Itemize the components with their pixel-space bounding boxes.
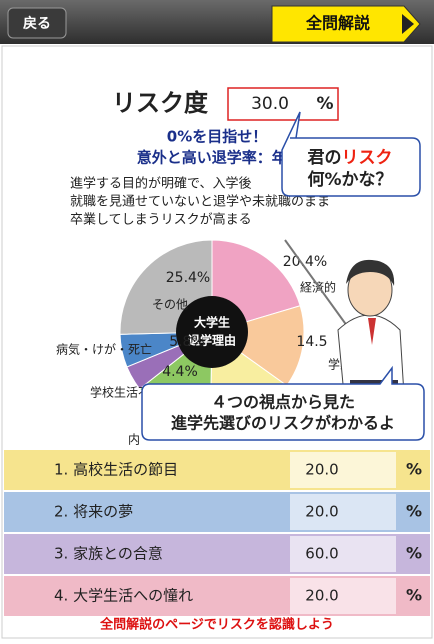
bubble-text: 君のリスク xyxy=(308,148,393,168)
row-value: 20.0 xyxy=(305,503,338,521)
value-cell xyxy=(290,578,396,614)
pie-category-label: 内 xyxy=(128,433,140,447)
risk-label: リスク度 xyxy=(112,89,209,117)
speech-bubble: 君のリスク 何%かな？ xyxy=(281,111,421,197)
value-cell xyxy=(290,452,396,488)
row-unit: % xyxy=(406,502,422,521)
pie-center-text: 大学生 xyxy=(194,315,230,330)
footer-text: 全問解説のページでリスクを認識しよう xyxy=(99,617,334,633)
risk-unit: % xyxy=(316,94,333,114)
row-unit: % xyxy=(406,544,422,563)
headline: 意外と高い退学率：年2 xyxy=(137,149,297,167)
bubble-text: 進学先選びのリスクがわかるよ xyxy=(171,414,395,433)
body-text: 卒業してしまうリスクが高まる xyxy=(70,212,252,228)
row-value: 20.0 xyxy=(305,587,338,605)
pie-value-label: 20.4% xyxy=(283,254,327,270)
pie-category-label: 学校生活不 xyxy=(90,385,150,400)
row-value: 60.0 xyxy=(305,545,338,563)
risk-box xyxy=(227,87,339,121)
answers-tab[interactable] xyxy=(271,5,421,43)
risk-table: 1. 高校生活の節目 20.0 % 2. 将来の夢 20.0 % 3. 家族との合意 60.0… xyxy=(4,450,430,616)
row-label: 4. 大学生活への憧れ xyxy=(54,587,193,605)
pie-value-label: 4.4% xyxy=(162,364,198,380)
pie-center-text: 退学理由 xyxy=(188,333,236,348)
row-unit: % xyxy=(406,460,422,479)
risk-value: 30.0 xyxy=(251,94,289,114)
body-text: 進学する目的が明確で、入学後 xyxy=(70,176,251,192)
value-cell xyxy=(290,494,396,530)
row-label: 2. 将来の夢 xyxy=(54,503,133,521)
pie-value-label: 14.5 xyxy=(296,334,327,350)
pie-category-label: その他 xyxy=(152,298,188,312)
pie-value-label: 25.4% xyxy=(166,270,210,286)
bubble-text: ４つの視点から見た xyxy=(211,393,355,412)
body-text: 就職を見通せていないと退学や未就職のまま xyxy=(70,194,330,210)
speech-bubble: ４つの視点から見た 進学先選びのリスクがわかるよ xyxy=(141,365,425,441)
back-text[interactable]: 戻る xyxy=(22,15,51,32)
value-cell xyxy=(290,536,396,572)
row-label: 3. 家族との合意 xyxy=(54,545,163,563)
bubble-text: 君の xyxy=(308,148,342,168)
row-unit: % xyxy=(406,586,422,605)
frame xyxy=(1,45,433,639)
arrow xyxy=(402,14,414,34)
pie-center xyxy=(176,296,248,368)
pie-chart: 大学生退学理由20.4%経済的14.5学業学校生活不4.4%5.8%病気・けが・… xyxy=(56,239,352,447)
pie-value-label: 5.8% xyxy=(169,334,205,350)
answers-text[interactable]: 全問解説 xyxy=(305,14,370,33)
row-label: 1. 高校生活の節目 xyxy=(54,461,178,479)
pie-category-label: 病気・けが・死亡 xyxy=(56,342,152,357)
headline: 0%を目指せ！ xyxy=(167,128,267,146)
row-value: 20.0 xyxy=(305,461,338,479)
back-button[interactable] xyxy=(7,7,67,39)
bubble-text: 何%かな？ xyxy=(307,169,392,190)
bubble-emphasis: リスク xyxy=(342,148,393,168)
